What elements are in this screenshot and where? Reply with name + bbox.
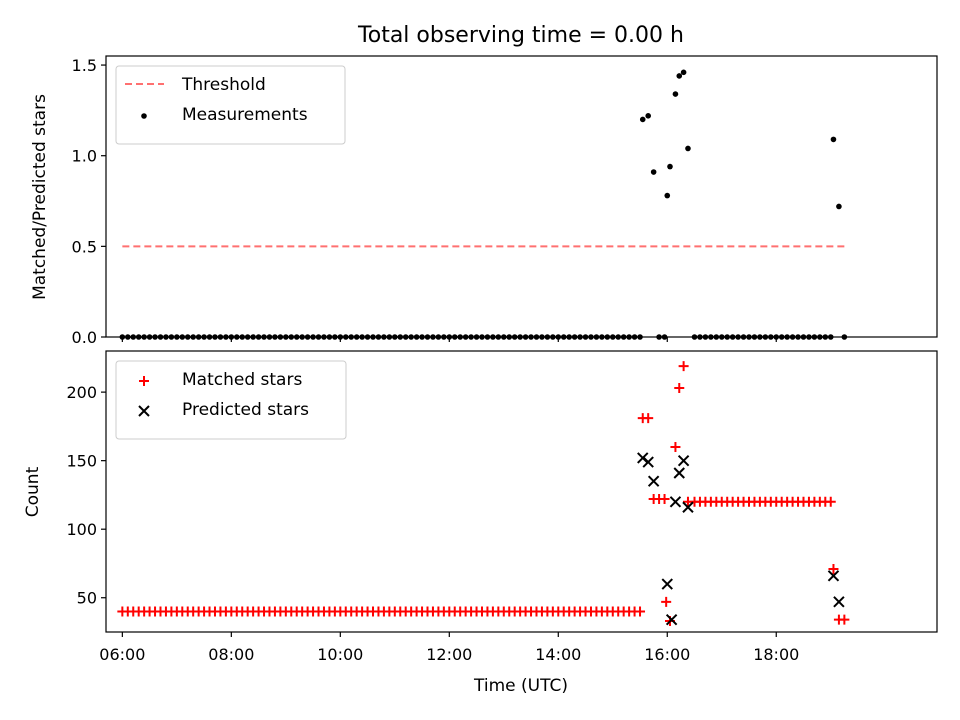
bottom-x-tick-label: 12:00 [426, 645, 472, 664]
top-series-0-point [645, 113, 651, 119]
bottom-series-0-point [839, 614, 850, 625]
bottom-series-1-point [642, 456, 654, 468]
bottom-legend-swatch [138, 405, 150, 417]
bottom-series-1-point [682, 501, 694, 513]
bottom-series-1-point [827, 570, 840, 582]
bottom-legend-box [115, 360, 347, 440]
bottom-series-1-point [661, 578, 673, 590]
top-legend: Threshold Measurements [115, 65, 346, 145]
bottom-series-0-point [828, 563, 839, 574]
top-y-tick-label: 1.0 [72, 147, 97, 166]
top-series-0-point [650, 169, 657, 175]
x-axis-label: Time (UTC) [473, 676, 568, 696]
top-legend-swatch [141, 113, 147, 119]
bottom-y-tick-label: 100 [66, 520, 97, 539]
bottom-x-tick-label: 10:00 [317, 645, 363, 664]
bottom-legend: Matched stars Predicted stars [115, 360, 347, 440]
top-plot-frame [105, 55, 938, 338]
top-series-0-point [639, 116, 646, 123]
bottom-series-0-point [678, 361, 689, 372]
bottom-x-tick-label: 14:00 [535, 645, 581, 664]
bottom-legend-swatch [139, 376, 149, 386]
bottom-series-1-point [677, 454, 690, 467]
bottom-series-1-point [669, 496, 682, 508]
bottom-y-tick-label: 50 [77, 589, 97, 608]
bottom-x-tick-label: 18:00 [753, 645, 799, 664]
top-series-0-point [685, 145, 691, 152]
top-y-tick-label: 0.5 [72, 237, 97, 256]
chart-title: Total observing time = 0.00 h [357, 23, 684, 48]
bottom-x-tick-label: 06:00 [99, 645, 145, 664]
top-y-axis-label: Matched/Predicted stars [30, 94, 50, 300]
bottom-series-1-point [665, 613, 678, 626]
bottom-series-0-point [674, 383, 685, 394]
bottom-x-tick-label: 08:00 [208, 645, 254, 664]
bottom-series-0-point [635, 606, 646, 617]
bottom-legend-label: Matched stars [182, 370, 302, 390]
bottom-series-0-point [670, 441, 681, 452]
bottom-series-0-point [825, 496, 836, 507]
top-series-0-point [830, 136, 837, 143]
top-series-0-point [672, 91, 679, 97]
bottom-y-axis-label: Count [23, 466, 43, 517]
bottom-series-1 [637, 452, 845, 626]
bottom-plot-frame [105, 350, 938, 633]
bottom-series-0-point [659, 494, 670, 505]
top-y-tick-label: 0.0 [72, 328, 97, 347]
bottom-series-1-point [833, 596, 845, 608]
top-series-0-point [836, 203, 842, 210]
top-series-0-point [667, 163, 673, 170]
top-series-0-point [676, 73, 683, 79]
top-legend-label: Threshold [181, 75, 266, 95]
bottom-y-tick-label: 150 [66, 452, 97, 471]
bottom-legend-label: Predicted stars [182, 400, 309, 420]
bottom-series-0-point [661, 596, 672, 607]
bottom-x-tick-label: 16:00 [644, 645, 690, 664]
top-legend-box [115, 65, 346, 145]
top-axes: 0.0 0.5 1.0 1.5 Threshold Measurements [72, 55, 938, 347]
bottom-series-1-point [647, 475, 660, 487]
bottom-series-0 [117, 361, 850, 627]
bottom-y-tick-label: 200 [66, 383, 97, 402]
bottom-axes: 50 100 150 200 06:00 08:00 10:00 12:00 14:00 16:0… [66, 350, 938, 664]
top-y-tick-label: 1.5 [72, 56, 97, 75]
top-series-0-point [664, 192, 671, 199]
top-legend-label: Measurements [182, 105, 308, 125]
top-series-0-point [680, 69, 687, 76]
bottom-series-0-point [643, 413, 654, 424]
bottom-series-1-point [673, 467, 685, 479]
